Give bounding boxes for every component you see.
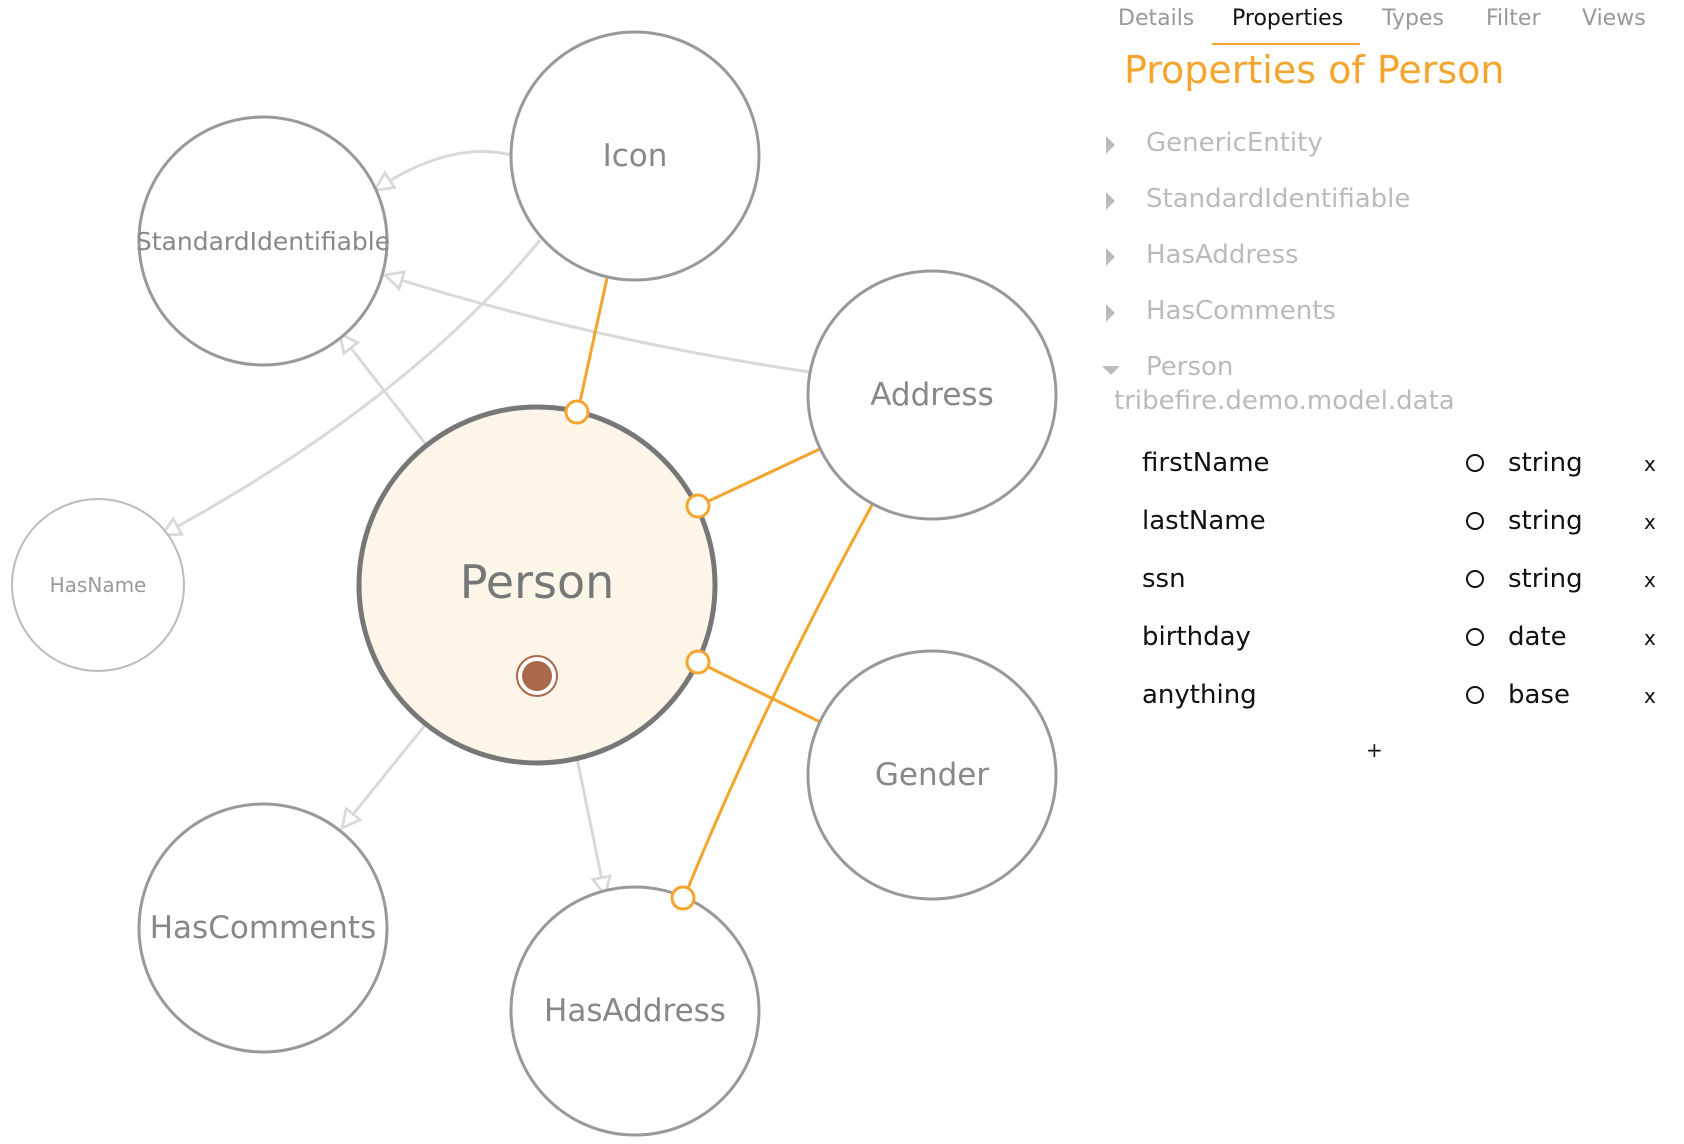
property-type[interactable]: date xyxy=(1508,622,1567,652)
property-name[interactable]: anything xyxy=(1142,680,1257,710)
node-label-hascomments: HasComments xyxy=(150,910,377,946)
remove-property-button[interactable]: x xyxy=(1644,510,1656,534)
property-row[interactable]: firstName string x xyxy=(1100,448,1684,488)
tab-types[interactable]: Types xyxy=(1382,6,1444,31)
node-label-hasname: HasName xyxy=(50,573,147,597)
handle-person-icon[interactable] xyxy=(564,399,590,425)
tab-properties[interactable]: Properties xyxy=(1232,6,1344,31)
expand-arrow-icon[interactable] xyxy=(1106,136,1115,154)
property-row[interactable]: anything base x xyxy=(1100,680,1684,720)
type-graph-canvas[interactable]: StandardIdentifiable Icon Address HasNam… xyxy=(0,0,1100,1144)
node-label-hasaddress: HasAddress xyxy=(544,993,726,1029)
remove-property-button[interactable]: x xyxy=(1644,452,1656,476)
node-label-address: Address xyxy=(870,377,993,413)
edge-person-standardidentifiable xyxy=(340,334,430,448)
remove-property-button[interactable]: x xyxy=(1644,626,1656,650)
property-name[interactable]: ssn xyxy=(1142,564,1186,594)
node-hasaddress[interactable]: HasAddress xyxy=(509,885,761,1137)
edge-person-address xyxy=(697,446,823,508)
expand-arrow-icon[interactable] xyxy=(1106,192,1115,210)
active-tab-indicator xyxy=(1212,43,1360,45)
node-address[interactable]: Address xyxy=(806,269,1058,521)
tree-item-label: StandardIdentifiable xyxy=(1146,184,1411,214)
tree-item-label: HasAddress xyxy=(1146,240,1299,270)
edge-person-hasaddress xyxy=(575,757,605,895)
property-name[interactable]: lastName xyxy=(1142,506,1266,536)
edge-person-icon xyxy=(576,277,609,412)
property-radio-icon[interactable] xyxy=(1466,512,1484,530)
collapse-arrow-icon[interactable] xyxy=(1102,366,1120,375)
property-radio-icon[interactable] xyxy=(1466,570,1484,588)
tree-item-label: GenericEntity xyxy=(1146,128,1323,158)
property-row[interactable]: lastName string x xyxy=(1100,506,1684,546)
property-row[interactable]: ssn string x xyxy=(1100,564,1684,604)
edge-hasaddress-address xyxy=(682,504,874,899)
property-radio-icon[interactable] xyxy=(1466,686,1484,704)
tab-details[interactable]: Details xyxy=(1118,6,1195,31)
node-icon[interactable]: Icon xyxy=(509,30,761,282)
panel-title: Properties of Person xyxy=(1124,48,1505,92)
property-type[interactable]: string xyxy=(1508,564,1583,594)
tab-views[interactable]: Views xyxy=(1582,6,1646,31)
remove-property-button[interactable]: x xyxy=(1644,684,1656,708)
edge-icon-hasname xyxy=(162,239,542,535)
tab-filter[interactable]: Filter xyxy=(1486,6,1541,31)
edge-person-hascomments xyxy=(342,723,428,828)
property-radio-icon[interactable] xyxy=(1466,628,1484,646)
tree-item-hascomments[interactable]: HasComments xyxy=(1100,296,1660,336)
node-label-icon: Icon xyxy=(603,138,668,174)
package-name: tribefire.demo.model.data xyxy=(1114,386,1455,416)
edge-person-gender xyxy=(697,660,821,724)
association-edges xyxy=(576,277,874,899)
remove-property-button[interactable]: x xyxy=(1644,568,1656,592)
edge-icon-standardidentifiable xyxy=(375,150,512,190)
properties-panel: Details Properties Types Filter Views Pr… xyxy=(1100,0,1684,1144)
node-label-gender: Gender xyxy=(875,757,989,793)
association-handles xyxy=(564,399,711,911)
person-center-marker[interactable] xyxy=(516,655,558,697)
node-hasname[interactable]: HasName xyxy=(11,498,185,672)
handle-person-gender[interactable] xyxy=(685,649,711,675)
node-standard-identifiable[interactable]: StandardIdentifiable xyxy=(136,115,390,367)
tree-item-person[interactable]: Person xyxy=(1100,352,1660,392)
node-person[interactable]: Person xyxy=(356,404,718,766)
node-gender[interactable]: Gender xyxy=(806,649,1058,901)
handle-hasaddress-address[interactable] xyxy=(670,885,696,911)
property-type[interactable]: string xyxy=(1508,448,1583,478)
expand-arrow-icon[interactable] xyxy=(1106,304,1115,322)
property-type[interactable]: string xyxy=(1508,506,1583,536)
property-name[interactable]: birthday xyxy=(1142,622,1251,652)
property-row[interactable]: birthday date x xyxy=(1100,622,1684,662)
tree-item-standardidentifiable[interactable]: StandardIdentifiable xyxy=(1100,184,1660,224)
tree-item-genericentity[interactable]: GenericEntity xyxy=(1100,128,1660,168)
node-label-person: Person xyxy=(460,555,615,609)
tree-item-hasaddress[interactable]: HasAddress xyxy=(1100,240,1660,280)
panel-tabs: Details Properties Types Filter Views xyxy=(1100,0,1684,46)
add-property-button[interactable]: + xyxy=(1366,738,1383,762)
node-hascomments[interactable]: HasComments xyxy=(137,802,389,1054)
property-radio-icon[interactable] xyxy=(1466,454,1484,472)
node-label-standard-identifiable: StandardIdentifiable xyxy=(136,227,390,256)
tree-item-label: HasComments xyxy=(1146,296,1336,326)
expand-arrow-icon[interactable] xyxy=(1106,248,1115,266)
property-name[interactable]: firstName xyxy=(1142,448,1270,478)
property-type[interactable]: base xyxy=(1508,680,1570,710)
handle-person-address[interactable] xyxy=(685,493,711,519)
tree-item-label: Person xyxy=(1146,352,1234,382)
